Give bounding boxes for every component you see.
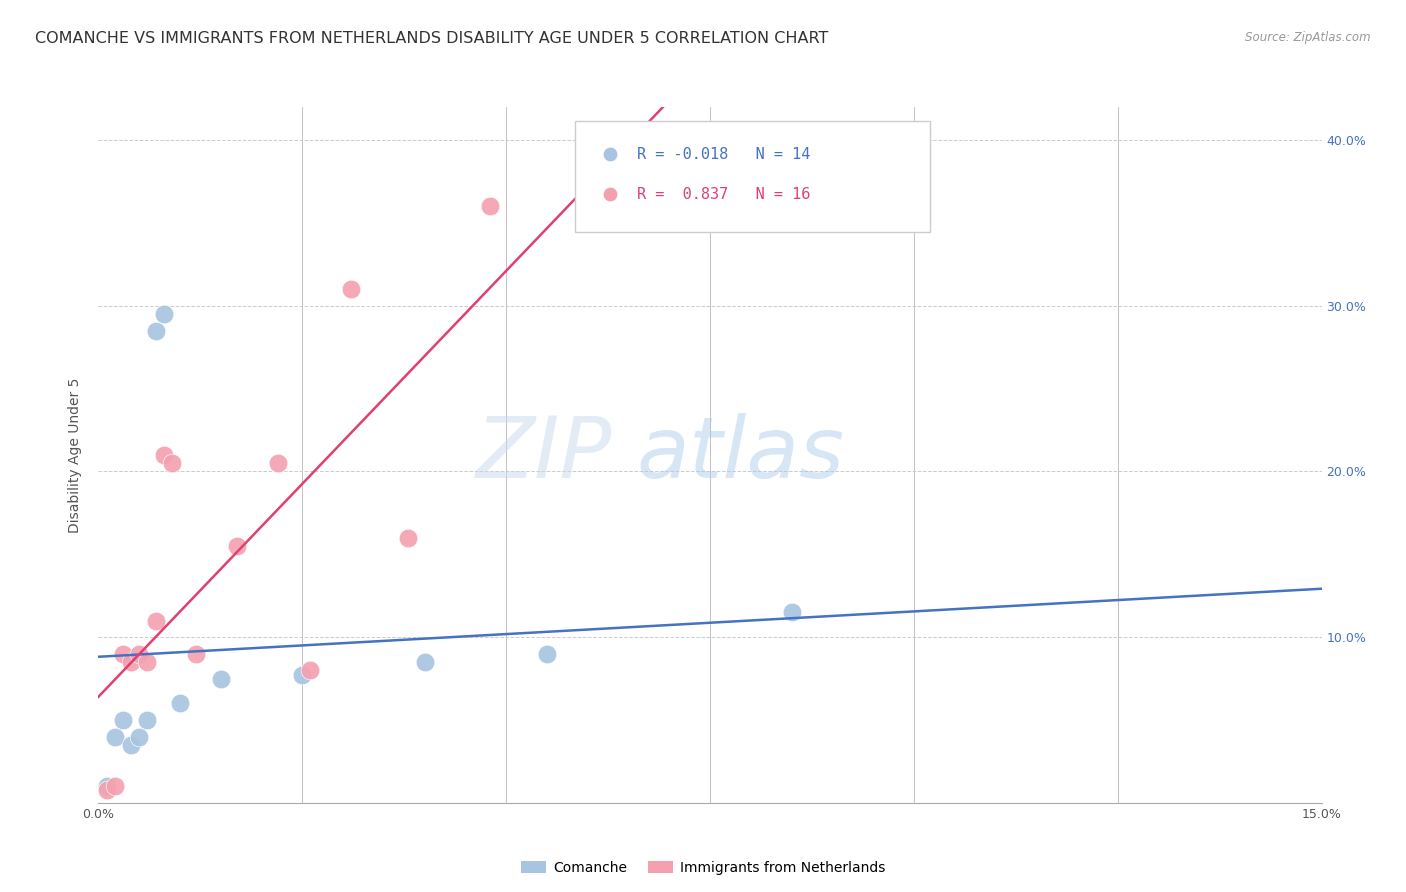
Point bbox=[209, 672, 232, 686]
Point bbox=[291, 668, 314, 682]
Point bbox=[136, 655, 159, 669]
Point bbox=[536, 647, 558, 661]
Point bbox=[111, 647, 134, 661]
Point bbox=[299, 663, 322, 677]
Point bbox=[96, 782, 118, 797]
Point bbox=[478, 199, 501, 213]
Point bbox=[136, 713, 159, 727]
Legend: Comanche, Immigrants from Netherlands: Comanche, Immigrants from Netherlands bbox=[516, 855, 890, 880]
Point bbox=[396, 531, 419, 545]
Point bbox=[226, 539, 249, 553]
Point bbox=[120, 738, 142, 752]
Point bbox=[186, 647, 208, 661]
Point bbox=[111, 713, 134, 727]
Text: R = -0.018   N = 14: R = -0.018 N = 14 bbox=[637, 147, 810, 161]
Y-axis label: Disability Age Under 5: Disability Age Under 5 bbox=[69, 377, 83, 533]
FancyBboxPatch shape bbox=[575, 121, 931, 232]
Point bbox=[152, 307, 174, 321]
Point bbox=[152, 448, 174, 462]
Point bbox=[128, 730, 150, 744]
Point bbox=[104, 730, 127, 744]
Text: ZIP: ZIP bbox=[475, 413, 612, 497]
Point bbox=[780, 605, 803, 619]
Point bbox=[413, 655, 436, 669]
Text: R =  0.837   N = 16: R = 0.837 N = 16 bbox=[637, 186, 810, 202]
Point bbox=[145, 614, 167, 628]
Point bbox=[169, 697, 191, 711]
Point bbox=[128, 647, 150, 661]
Text: Source: ZipAtlas.com: Source: ZipAtlas.com bbox=[1246, 31, 1371, 45]
Point bbox=[96, 779, 118, 793]
Text: COMANCHE VS IMMIGRANTS FROM NETHERLANDS DISABILITY AGE UNDER 5 CORRELATION CHART: COMANCHE VS IMMIGRANTS FROM NETHERLANDS … bbox=[35, 31, 828, 46]
Point bbox=[160, 456, 183, 470]
Point bbox=[120, 655, 142, 669]
Text: atlas: atlas bbox=[637, 413, 845, 497]
Point bbox=[145, 324, 167, 338]
Point bbox=[104, 779, 127, 793]
Point bbox=[267, 456, 290, 470]
Point bbox=[340, 282, 363, 296]
